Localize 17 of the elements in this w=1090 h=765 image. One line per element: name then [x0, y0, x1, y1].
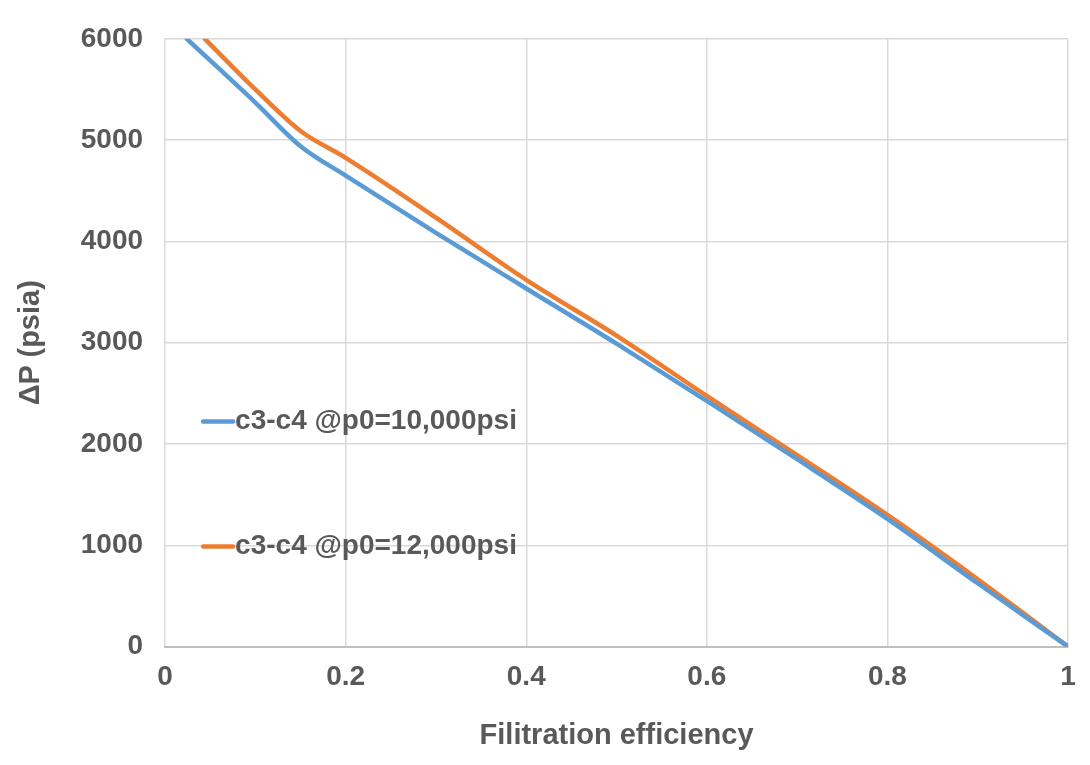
- y-axis-title: ΔP (psia): [13, 280, 46, 406]
- legend-label: c3-c4 @p0=12,000psi: [235, 529, 517, 561]
- legend-label: c3-c4 @p0=10,000psi: [235, 404, 517, 436]
- x-tick-label: 0.6: [687, 660, 727, 692]
- x-tick-label: 1: [1060, 660, 1076, 692]
- y-tick-label: 6000: [80, 21, 144, 53]
- x-tick-label: 0: [157, 660, 173, 692]
- x-tick-label: 0.2: [326, 660, 366, 692]
- y-tick-label: 2000: [80, 426, 144, 458]
- x-axis-title: Filitration efficiency: [479, 717, 754, 750]
- y-tick-label: 5000: [80, 122, 144, 154]
- y-tick-label: 4000: [80, 224, 144, 256]
- y-tick-label: 1000: [80, 528, 144, 560]
- y-tick-label: 0: [127, 629, 144, 661]
- x-tick-label: 0.4: [506, 660, 547, 692]
- y-tick-label: 3000: [80, 325, 144, 357]
- x-tick-label: 0.8: [867, 660, 907, 692]
